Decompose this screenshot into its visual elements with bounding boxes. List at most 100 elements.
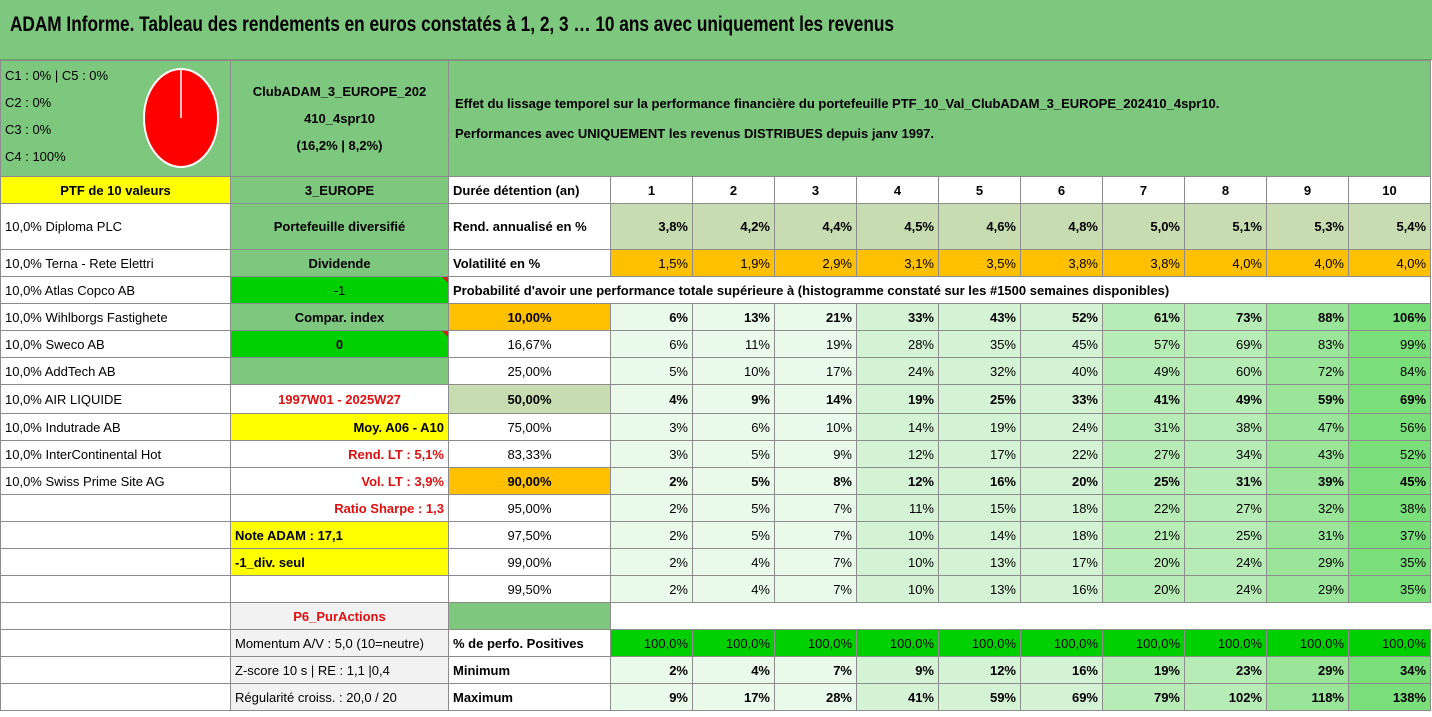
min-label: Minimum: [448, 656, 611, 684]
positive-label: % de perfo. Positives: [448, 629, 611, 657]
prob-value: 21%: [1102, 521, 1185, 549]
min-value: 4%: [692, 656, 775, 684]
prob-value: 3%: [610, 413, 693, 441]
rend-value: 5,3%: [1266, 203, 1349, 250]
max-value: 17%: [692, 683, 775, 711]
year-header: 4: [856, 176, 939, 204]
year-header: 3: [774, 176, 857, 204]
prob-value: 5%: [692, 467, 775, 495]
prob-value: 10%: [856, 548, 939, 576]
prob-value: 57%: [1102, 330, 1185, 358]
club-name-cell: ClubADAM_3_EUROPE_202 410_4spr10 (16,2% …: [230, 60, 449, 177]
compar-index-input[interactable]: 0: [230, 330, 449, 358]
prob-value: 32%: [938, 357, 1021, 385]
prob-value: 27%: [1184, 494, 1267, 522]
cat-line: C4 : 100%: [5, 149, 66, 164]
prob-value: 18%: [1020, 494, 1103, 522]
prob-value: 32%: [1266, 494, 1349, 522]
rend-lt-label: Rend. LT : 5,1%: [230, 440, 449, 468]
prob-value: 20%: [1102, 575, 1185, 603]
prob-value: 43%: [1266, 440, 1349, 468]
prob-value: 4%: [610, 384, 693, 414]
prob-value: 19%: [856, 384, 939, 414]
prob-value: 22%: [1102, 494, 1185, 522]
min-value: 23%: [1184, 656, 1267, 684]
prob-value: 14%: [774, 384, 857, 414]
empty-side-cell: [230, 357, 449, 385]
holding-row: 10,0% Atlas Copco AB: [0, 276, 231, 304]
prob-value: 43%: [938, 303, 1021, 331]
prob-value: 7%: [774, 548, 857, 576]
prob-value: 7%: [774, 494, 857, 522]
allocation-pie-chart: [143, 68, 219, 168]
prob-value: 88%: [1266, 303, 1349, 331]
positive-value: 100,0%: [774, 629, 857, 657]
holding-row: 10,0% AIR LIQUIDE: [0, 384, 231, 414]
cat-line: C1 : 0% | C5 : 0%: [5, 68, 109, 83]
rend-label: Rend. annualisé en %: [448, 203, 611, 250]
positive-value: 100,0%: [1102, 629, 1185, 657]
portfolio-type: Portefeuille diversifié: [230, 203, 449, 250]
prob-value: 5%: [692, 440, 775, 468]
region-label: 3_EUROPE: [230, 176, 449, 204]
empty-side-cell: [230, 575, 449, 603]
max-value: 118%: [1266, 683, 1349, 711]
blank-area: [611, 603, 1431, 630]
vol-value: 2,9%: [774, 249, 857, 277]
prob-value: 69%: [1347, 384, 1432, 414]
prob-value: 45%: [1020, 330, 1103, 358]
prob-value: 40%: [1020, 357, 1103, 385]
prob-value: 14%: [938, 521, 1021, 549]
min-value: 7%: [774, 656, 857, 684]
year-header: 8: [1184, 176, 1267, 204]
vol-value: 3,5%: [938, 249, 1021, 277]
strategy-input[interactable]: -1: [230, 276, 449, 304]
prob-value: 106%: [1347, 303, 1432, 331]
rend-value: 4,5%: [856, 203, 939, 250]
empty-cell: [0, 548, 231, 576]
period-label: 1997W01 - 2025W27: [230, 384, 449, 414]
prob-label: Probabilité d'avoir une performance tota…: [447, 276, 1432, 304]
cat-line: C3 : 0%: [5, 122, 52, 137]
prob-value: 19%: [774, 330, 857, 358]
duration-label: Durée détention (an): [448, 176, 611, 204]
vol-lt-label: Vol. LT : 3,9%: [230, 467, 449, 495]
min-value: 16%: [1020, 656, 1103, 684]
prob-threshold: 95,00%: [448, 494, 611, 522]
prob-value: 29%: [1266, 548, 1349, 576]
prob-value: 25%: [1184, 521, 1267, 549]
prob-threshold: 90,00%: [448, 467, 611, 495]
prob-value: 13%: [692, 303, 775, 331]
year-header: 9: [1266, 176, 1349, 204]
prob-value: 31%: [1102, 413, 1185, 441]
positive-value: 100,0%: [856, 629, 939, 657]
prob-value: 35%: [1347, 575, 1432, 603]
prob-value: 29%: [1266, 575, 1349, 603]
year-header: 10: [1347, 176, 1432, 204]
year-header: 6: [1020, 176, 1103, 204]
prob-value: 5%: [610, 357, 693, 385]
empty-cell: [0, 494, 231, 522]
positive-value: 100,0%: [938, 629, 1021, 657]
comment-marker-icon: [442, 277, 448, 283]
max-value: 102%: [1184, 683, 1267, 711]
holding-row: 10,0% Sweco AB: [0, 330, 231, 358]
performance-table: C1 : 0% | C5 : 0% C2 : 0% C3 : 0% C4 : 1…: [0, 60, 1432, 711]
prob-value: 73%: [1184, 303, 1267, 331]
prob-value: 35%: [938, 330, 1021, 358]
rend-value: 5,4%: [1347, 203, 1432, 250]
prob-value: 31%: [1266, 521, 1349, 549]
vol-value: 3,8%: [1102, 249, 1185, 277]
prob-value: 24%: [1020, 413, 1103, 441]
positive-value: 100,0%: [692, 629, 775, 657]
prob-threshold: 75,00%: [448, 413, 611, 441]
prob-value: 11%: [856, 494, 939, 522]
prob-value: 49%: [1184, 384, 1267, 414]
prob-value: 10%: [774, 413, 857, 441]
max-value: 59%: [938, 683, 1021, 711]
prob-value: 33%: [856, 303, 939, 331]
year-header: 2: [692, 176, 775, 204]
rend-value: 4,4%: [774, 203, 857, 250]
prob-value: 10%: [856, 521, 939, 549]
prob-threshold: 97,50%: [448, 521, 611, 549]
